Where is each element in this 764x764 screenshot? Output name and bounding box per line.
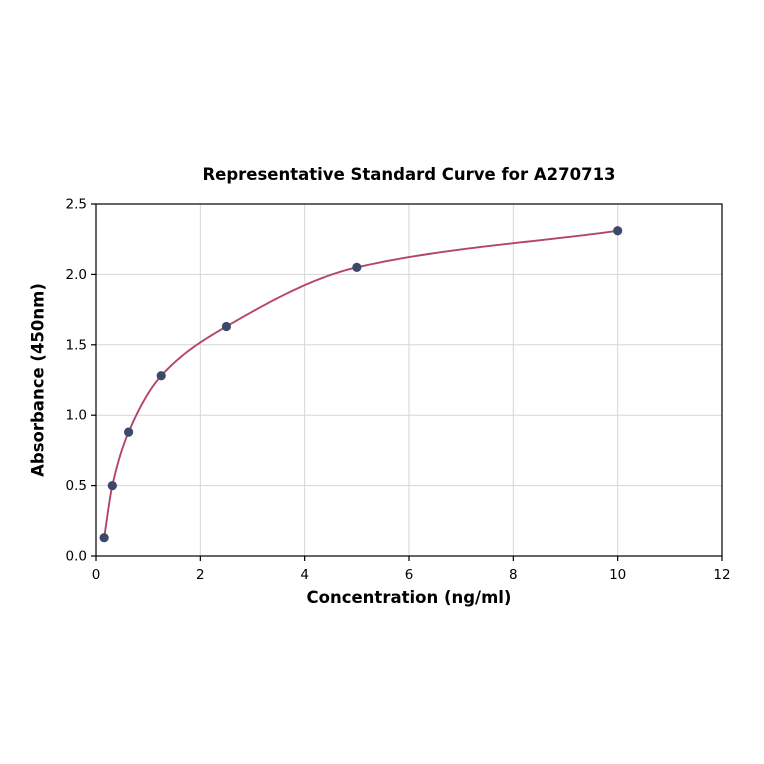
x-tick-label: 6 — [405, 567, 414, 583]
data-point — [156, 371, 166, 381]
x-tick-label: 4 — [300, 567, 309, 583]
data-point — [221, 321, 232, 332]
y-tick-label: 2.0 — [66, 267, 87, 283]
x-tick-label: 0 — [92, 567, 101, 583]
y-tick-label: 0.0 — [66, 549, 87, 565]
y-tick-label: 1.0 — [66, 408, 87, 424]
data-point — [352, 262, 362, 272]
x-tick-label: 8 — [509, 567, 518, 583]
chart-title: Representative Standard Curve for A27071… — [202, 165, 616, 184]
y-tick-label: 0.5 — [66, 478, 87, 494]
data-point — [99, 533, 109, 543]
y-tick-label: 2.5 — [66, 197, 87, 213]
x-tick-label: 2 — [196, 567, 205, 583]
data-point — [124, 427, 134, 437]
data-point — [107, 481, 117, 491]
fit-curve — [103, 229, 618, 538]
x-tick-label: 10 — [609, 567, 626, 583]
y-axis-label: Absorbance (450nm) — [28, 283, 48, 477]
data-point — [613, 226, 623, 236]
y-tick-label: 1.5 — [66, 337, 87, 353]
x-tick-label: 12 — [713, 567, 730, 583]
x-axis-label: Concentration (ng/ml) — [306, 588, 512, 607]
